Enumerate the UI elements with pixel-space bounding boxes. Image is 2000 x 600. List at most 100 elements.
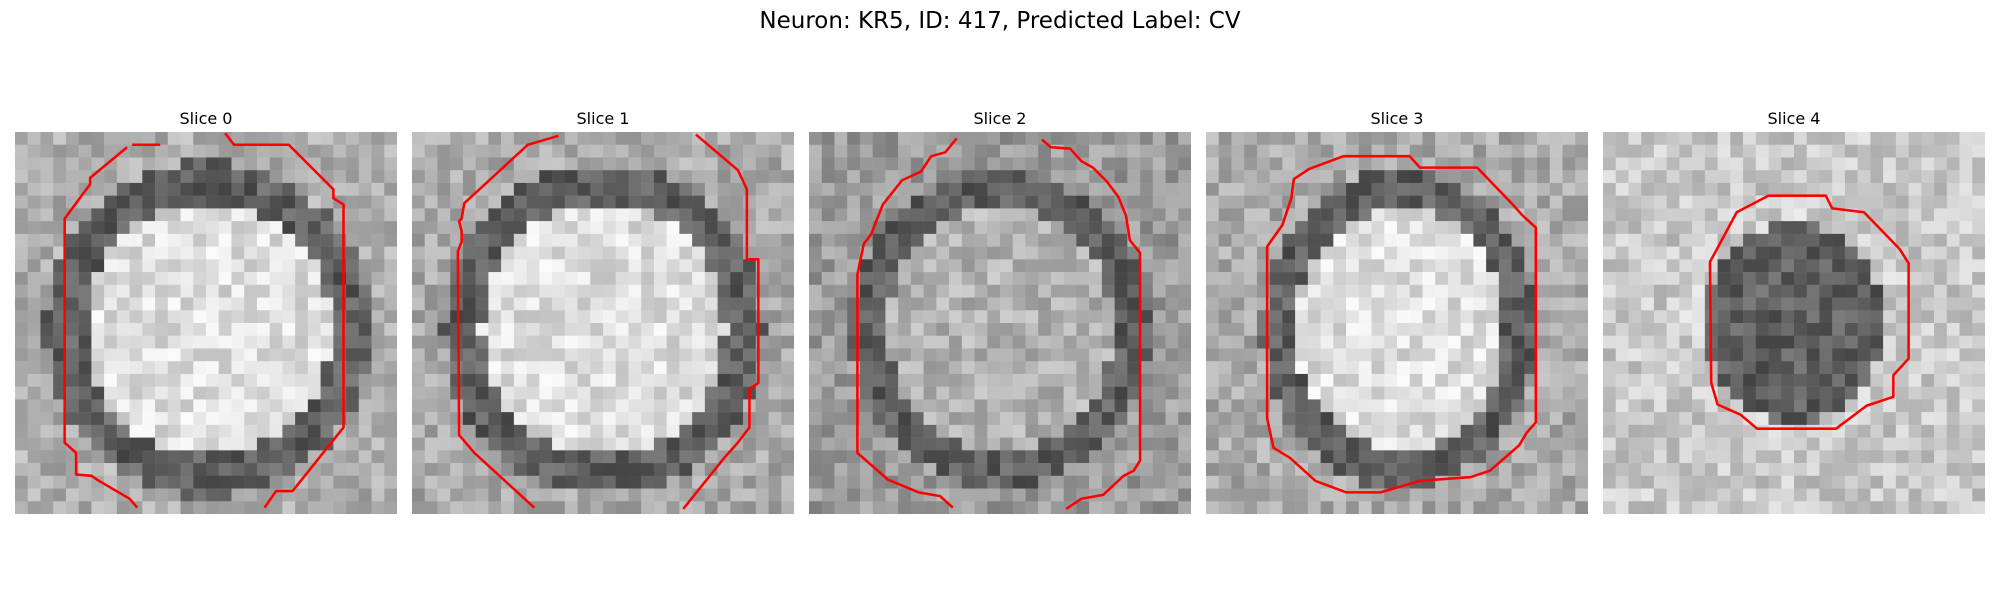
- pixel: [717, 386, 731, 400]
- pixel: [577, 195, 591, 209]
- pixel: [1870, 386, 1884, 400]
- pixel: [717, 284, 731, 298]
- pixel: [1165, 437, 1179, 451]
- pixel: [320, 386, 334, 400]
- pixel: [603, 284, 616, 298]
- pixel: [1511, 348, 1525, 362]
- pixel: [1730, 475, 1744, 489]
- pixel: [1692, 246, 1706, 260]
- pixel: [590, 157, 604, 171]
- pixel: [1371, 297, 1385, 311]
- pixel: [206, 144, 219, 158]
- pixel: [552, 335, 566, 349]
- pixel: [1050, 399, 1064, 413]
- pixel: [847, 182, 861, 196]
- pixel: [320, 463, 334, 477]
- pixel: [949, 348, 963, 362]
- pixel: [53, 221, 67, 235]
- pixel: [577, 246, 591, 260]
- pixel: [1038, 348, 1052, 362]
- pixel: [692, 284, 706, 298]
- pixel: [1743, 450, 1757, 464]
- pixel: [1333, 182, 1347, 196]
- pixel: [371, 246, 385, 260]
- pixel: [1063, 335, 1077, 349]
- pixel: [1511, 463, 1525, 477]
- pixel: [1269, 399, 1283, 413]
- pixel: [1603, 475, 1616, 489]
- pixel: [1666, 144, 1680, 158]
- pixel: [590, 488, 604, 502]
- pixel: [282, 501, 296, 514]
- pixel: [910, 297, 924, 311]
- pixel: [1832, 132, 1846, 145]
- pixel: [1934, 412, 1948, 426]
- pixel: [450, 182, 464, 196]
- pixel: [653, 424, 667, 438]
- pixel: [781, 132, 794, 145]
- pixel: [371, 182, 385, 196]
- pixel: [1692, 501, 1706, 514]
- pixel: [1615, 399, 1629, 413]
- pixel: [91, 412, 105, 426]
- pixel: [450, 348, 464, 362]
- pixel: [1140, 170, 1154, 184]
- pixel: [885, 221, 899, 235]
- pixel: [1946, 501, 1960, 514]
- pixel: [1127, 373, 1141, 387]
- pixel: [1206, 157, 1219, 171]
- pixel: [679, 450, 693, 464]
- pixel: [1012, 361, 1026, 375]
- pixel: [1384, 475, 1398, 489]
- pixel: [1666, 132, 1680, 145]
- pixel: [1717, 144, 1731, 158]
- pixel: [475, 144, 489, 158]
- pixel: [1972, 170, 1985, 184]
- pixel: [692, 323, 706, 336]
- pixel: [129, 221, 143, 235]
- pixel: [1603, 157, 1616, 171]
- pixel: [1730, 361, 1744, 375]
- pixel: [1012, 310, 1026, 324]
- pixel: [1127, 297, 1141, 311]
- pixel: [1025, 361, 1039, 375]
- pixel: [231, 259, 245, 273]
- pixel: [1206, 488, 1219, 502]
- pixel: [885, 310, 899, 324]
- pixel: [1768, 399, 1782, 413]
- pixel: [1371, 424, 1385, 438]
- pixel: [1895, 221, 1909, 235]
- pixel: [692, 157, 706, 171]
- pixel: [1946, 182, 1960, 196]
- pixel: [104, 373, 118, 387]
- roi-contour: [856, 137, 1142, 510]
- pixel: [1832, 386, 1846, 400]
- pixel: [1934, 297, 1948, 311]
- pixel: [1422, 450, 1436, 464]
- pixel: [1397, 233, 1410, 247]
- pixel: [78, 272, 92, 286]
- pixel: [1934, 399, 1948, 413]
- pixel: [641, 195, 655, 209]
- pixel: [1794, 170, 1807, 184]
- pixel: [1178, 246, 1191, 260]
- pixel: [1806, 501, 1820, 514]
- pixel: [1832, 170, 1846, 184]
- pixel: [821, 424, 835, 438]
- pixel: [1498, 361, 1512, 375]
- pixel: [193, 488, 207, 502]
- pixel: [1549, 272, 1563, 286]
- pixel: [615, 424, 629, 438]
- pixel: [129, 475, 143, 489]
- pixel: [307, 297, 321, 311]
- pixel: [462, 399, 476, 413]
- pixel: [412, 386, 425, 400]
- pixel: [1857, 412, 1871, 426]
- pixel: [653, 386, 667, 400]
- pixel: [1562, 475, 1576, 489]
- pixel: [1653, 399, 1667, 413]
- pixel: [653, 310, 667, 324]
- pixel: [1244, 144, 1258, 158]
- pixel: [809, 195, 822, 209]
- pixel: [834, 399, 848, 413]
